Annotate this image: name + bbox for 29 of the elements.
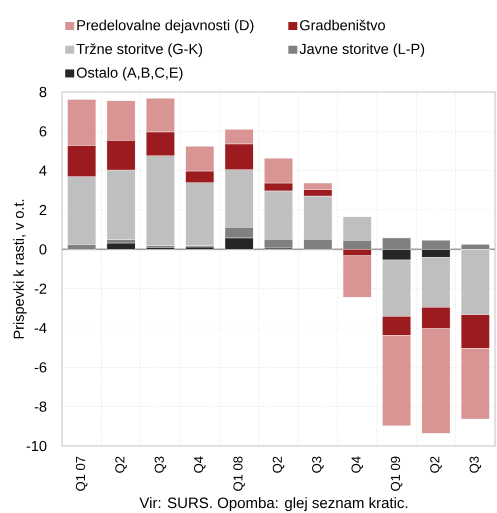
- x-tick-label: Q4: [351, 456, 364, 473]
- legend-label: Javne storitve (L-P): [300, 43, 424, 57]
- y-axis-title: Prispevki k rasti, v o.t.: [13, 200, 27, 338]
- y-tick-label: 4: [39, 166, 47, 176]
- bar: [106, 242, 136, 250]
- y-tick-label: 2: [40, 204, 46, 216]
- y-tick-label: -10: [26, 440, 46, 452]
- x-tick-label: Q1 09: [390, 456, 402, 491]
- x-tick-label: Q2: [115, 456, 127, 473]
- x-tick-label: Q3: [312, 456, 324, 473]
- x-tick-label: Q1 08: [233, 456, 245, 491]
- y-tick-label: -4: [34, 323, 47, 333]
- legend-label: Predelovalne dejavnosti (D): [77, 20, 254, 34]
- x-tick-label: Q3: [154, 456, 166, 473]
- y-tick-label: 6: [40, 126, 46, 136]
- x-tick-label: Q3: [470, 456, 482, 473]
- legend-label: Gradbeništvo: [300, 20, 385, 30]
- x-tick-label: Q2: [272, 456, 284, 473]
- y-tick-label: -2: [34, 284, 46, 294]
- text: Vir: SURS. Opomba: glej seznam kratic.: [139, 497, 408, 512]
- y-tick-label: -8: [34, 402, 46, 412]
- x-tick-label: Q2: [430, 456, 442, 473]
- legend-label: Ostalo (A,B,C,E): [76, 67, 182, 81]
- y-tick-label: -6: [34, 362, 46, 372]
- x-tick-label: Q4: [194, 456, 206, 473]
- y-tick-label: 0: [39, 244, 46, 254]
- x-tick-label: Q1 07: [76, 456, 88, 491]
- legend-label: Tržne storitve (G-K): [76, 43, 202, 57]
- y-tick-label: 8: [40, 86, 46, 98]
